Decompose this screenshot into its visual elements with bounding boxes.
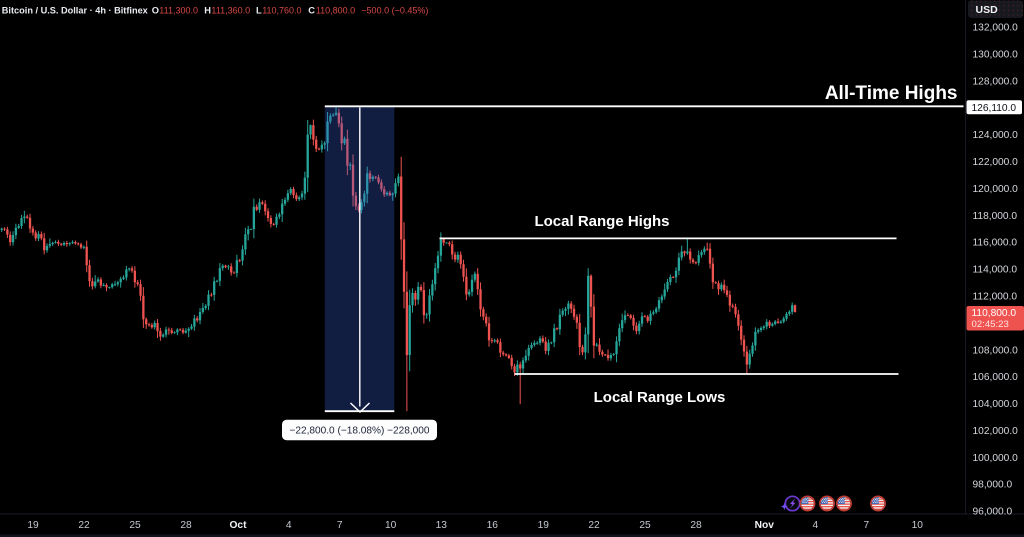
svg-text:100,000.0: 100,000.0 (973, 453, 1019, 464)
svg-text:28: 28 (180, 520, 192, 531)
svg-text:25: 25 (639, 520, 651, 531)
svg-text:102,000.0: 102,000.0 (973, 426, 1019, 437)
svg-text:16: 16 (487, 520, 499, 531)
svg-text:Local Range Highs: Local Range Highs (534, 213, 669, 230)
svg-text:13: 13 (436, 520, 448, 531)
svg-text:104,000.0: 104,000.0 (973, 399, 1019, 410)
svg-text:4: 4 (286, 520, 292, 531)
svg-text:96,000.0: 96,000.0 (973, 507, 1013, 518)
svg-text:C: C (308, 5, 315, 15)
svg-text:124,000.0: 124,000.0 (973, 130, 1019, 141)
svg-text:110,800.0: 110,800.0 (316, 5, 355, 15)
svg-text:22: 22 (588, 520, 600, 531)
svg-text:L: L (256, 5, 262, 15)
svg-text:10: 10 (385, 520, 397, 531)
svg-text:111,300.0: 111,300.0 (159, 5, 198, 15)
svg-text:130,000.0: 130,000.0 (973, 50, 1019, 61)
svg-text:110,760.0: 110,760.0 (262, 5, 301, 15)
svg-text:111,360.0: 111,360.0 (211, 5, 250, 15)
svg-text:116,000.0: 116,000.0 (973, 238, 1018, 249)
svg-text:22: 22 (78, 520, 90, 531)
svg-text:108,000.0: 108,000.0 (973, 345, 1019, 356)
svg-text:Nov: Nov (755, 520, 775, 531)
svg-text:19: 19 (27, 520, 39, 531)
svg-text:98,000.0: 98,000.0 (973, 480, 1013, 491)
svg-text:O: O (152, 5, 159, 15)
svg-text:126,110.0: 126,110.0 (972, 103, 1017, 114)
svg-text:H: H (204, 5, 211, 15)
svg-text:25: 25 (129, 520, 141, 531)
svg-text:Local Range Lows: Local Range Lows (594, 389, 726, 406)
svg-text:112,000.0: 112,000.0 (973, 292, 1018, 303)
svg-text:110,800.0: 110,800.0 (972, 308, 1017, 319)
svg-text:−22,800.0 (−18.08%) −228,000: −22,800.0 (−18.08%) −228,000 (289, 426, 429, 437)
svg-text:−500.0 (−0.45%): −500.0 (−0.45%) (361, 5, 428, 15)
svg-text:120,000.0: 120,000.0 (973, 184, 1019, 195)
svg-text:USD: USD (976, 4, 999, 16)
svg-text:28: 28 (690, 520, 702, 531)
svg-text:10: 10 (912, 520, 924, 531)
svg-text:02:45:23: 02:45:23 (972, 319, 1009, 330)
svg-text:All-Time Highs: All-Time Highs (825, 83, 958, 104)
svg-text:19: 19 (538, 520, 550, 531)
svg-text:4: 4 (812, 520, 818, 531)
svg-text:7: 7 (863, 520, 869, 531)
svg-text:114,000.0: 114,000.0 (973, 265, 1018, 276)
svg-text:7: 7 (337, 520, 343, 531)
svg-text:132,000.0: 132,000.0 (973, 23, 1019, 34)
svg-text:Bitcoin / U.S. Dollar · 4h · B: Bitcoin / U.S. Dollar · 4h · Bitfinex (2, 5, 149, 15)
svg-text:122,000.0: 122,000.0 (973, 157, 1019, 168)
svg-text:Oct: Oct (230, 520, 248, 531)
svg-text:106,000.0: 106,000.0 (973, 372, 1019, 383)
svg-text:128,000.0: 128,000.0 (973, 76, 1019, 87)
svg-text:118,000.0: 118,000.0 (973, 211, 1018, 222)
